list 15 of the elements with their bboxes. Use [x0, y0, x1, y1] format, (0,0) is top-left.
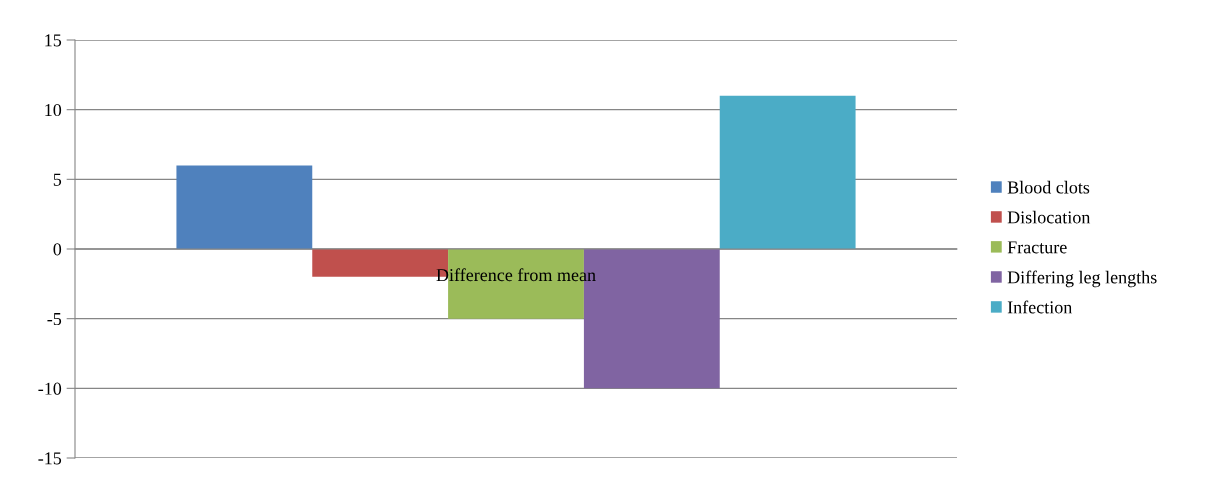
y-tick-label: -5 — [47, 313, 62, 326]
y-tick-label: -10 — [38, 382, 62, 395]
y-tick-label: 5 — [53, 173, 62, 186]
y-tick-label: 0 — [53, 243, 62, 256]
bar — [176, 165, 313, 249]
y-tick-label: 15 — [45, 34, 62, 47]
legend-label: Blood clots — [1007, 180, 1090, 194]
y-tick-label: -15 — [38, 452, 62, 465]
legend-label: Fracture — [1007, 241, 1067, 254]
bar — [719, 95, 856, 249]
x-tick-label: Difference from mean — [436, 268, 596, 282]
legend-label: Infection — [1007, 300, 1073, 314]
y-tick-label: 10 — [45, 103, 62, 117]
legend-label: Dislocation — [1007, 210, 1091, 224]
legend-label: Differing leg lengths — [1007, 270, 1157, 288]
